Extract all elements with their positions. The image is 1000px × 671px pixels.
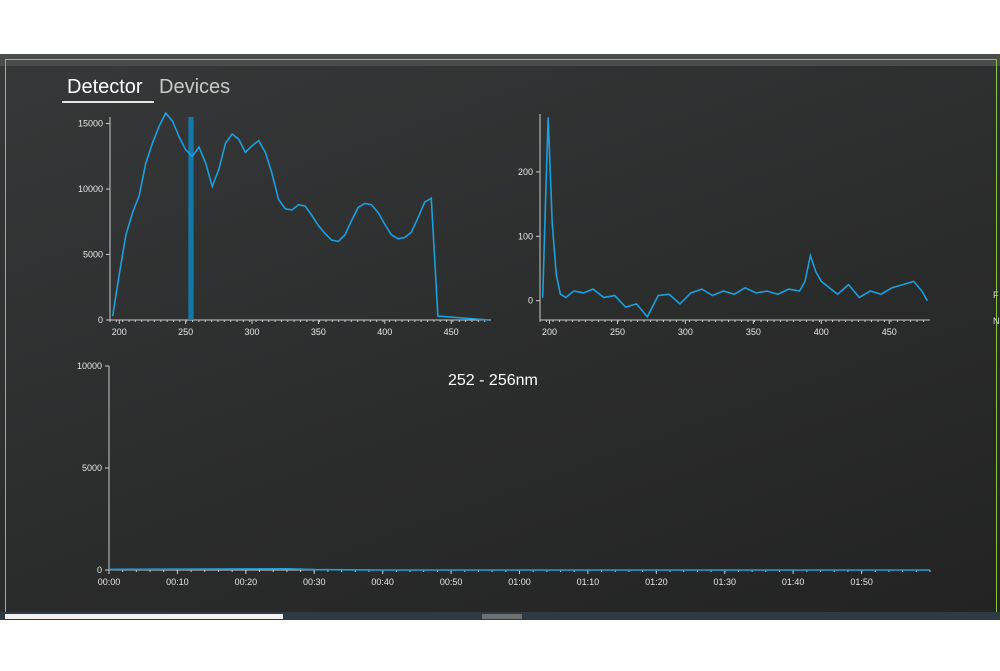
y-tick-label: 5000 <box>82 463 102 473</box>
difference-chart[interactable]: 0 100 200 200 250 300 350 400 450 <box>0 54 1000 620</box>
x-tick-label: 01:10 <box>577 577 600 587</box>
y-tick-label: 0 <box>98 315 103 325</box>
x-tick-label: 01:40 <box>782 577 805 587</box>
x-tick-label: 300 <box>245 327 260 337</box>
series-line <box>541 117 928 319</box>
edge-glyph: N <box>993 316 1000 326</box>
window-top-bar <box>0 54 1000 66</box>
x-tick-label: 01:00 <box>508 577 531 587</box>
edge-glyph: F <box>993 290 999 300</box>
tab-devices[interactable]: Devices <box>159 76 231 98</box>
x-tick-label: 450 <box>444 327 459 337</box>
x-tick-label: 00:20 <box>235 577 258 587</box>
x-tick-label: 450 <box>882 327 897 337</box>
y-tick-label: 10000 <box>77 361 102 371</box>
series-line <box>108 567 930 571</box>
x-tick-label: 350 <box>311 327 326 337</box>
x-tick-label: 400 <box>377 327 392 337</box>
y-tick-label: 200 <box>518 167 533 177</box>
x-tick-label: 400 <box>814 327 829 337</box>
x-tick-label: 350 <box>746 327 761 337</box>
tab-detector[interactable]: Detector <box>67 76 143 98</box>
x-tick-label: 00:00 <box>98 577 121 587</box>
y-tick-label: 0 <box>97 565 102 575</box>
y-tick-label: 15000 <box>78 119 103 129</box>
detector-app-window: Detector Devices 0 5000 10000 15000 200 250 30… <box>0 54 1000 620</box>
wavelength-range-label: 252 - 256nm <box>448 372 538 389</box>
x-tick-label: 01:30 <box>713 577 736 587</box>
scrollbar-thumb[interactable] <box>482 614 522 619</box>
y-tick-label: 0 <box>528 296 533 306</box>
x-tick-label: 00:30 <box>303 577 326 587</box>
x-tick-label: 00:50 <box>440 577 463 587</box>
x-tick-label: 01:50 <box>850 577 873 587</box>
x-tick-label: 250 <box>178 327 193 337</box>
x-tick-label: 200 <box>542 327 557 337</box>
x-tick-label: 200 <box>112 327 127 337</box>
highlight-band <box>188 117 194 320</box>
series-line <box>111 111 489 321</box>
y-tick-label: 10000 <box>78 184 103 194</box>
scroll-progress-track <box>5 614 283 619</box>
x-tick-label: 300 <box>678 327 693 337</box>
y-tick-label: 100 <box>518 231 533 241</box>
active-tab-underline <box>62 101 154 103</box>
x-tick-label: 01:20 <box>645 577 668 587</box>
x-tick-label: 00:10 <box>166 577 189 587</box>
y-tick-label: 5000 <box>83 250 103 260</box>
x-tick-label: 00:40 <box>371 577 394 587</box>
x-tick-label: 250 <box>610 327 625 337</box>
